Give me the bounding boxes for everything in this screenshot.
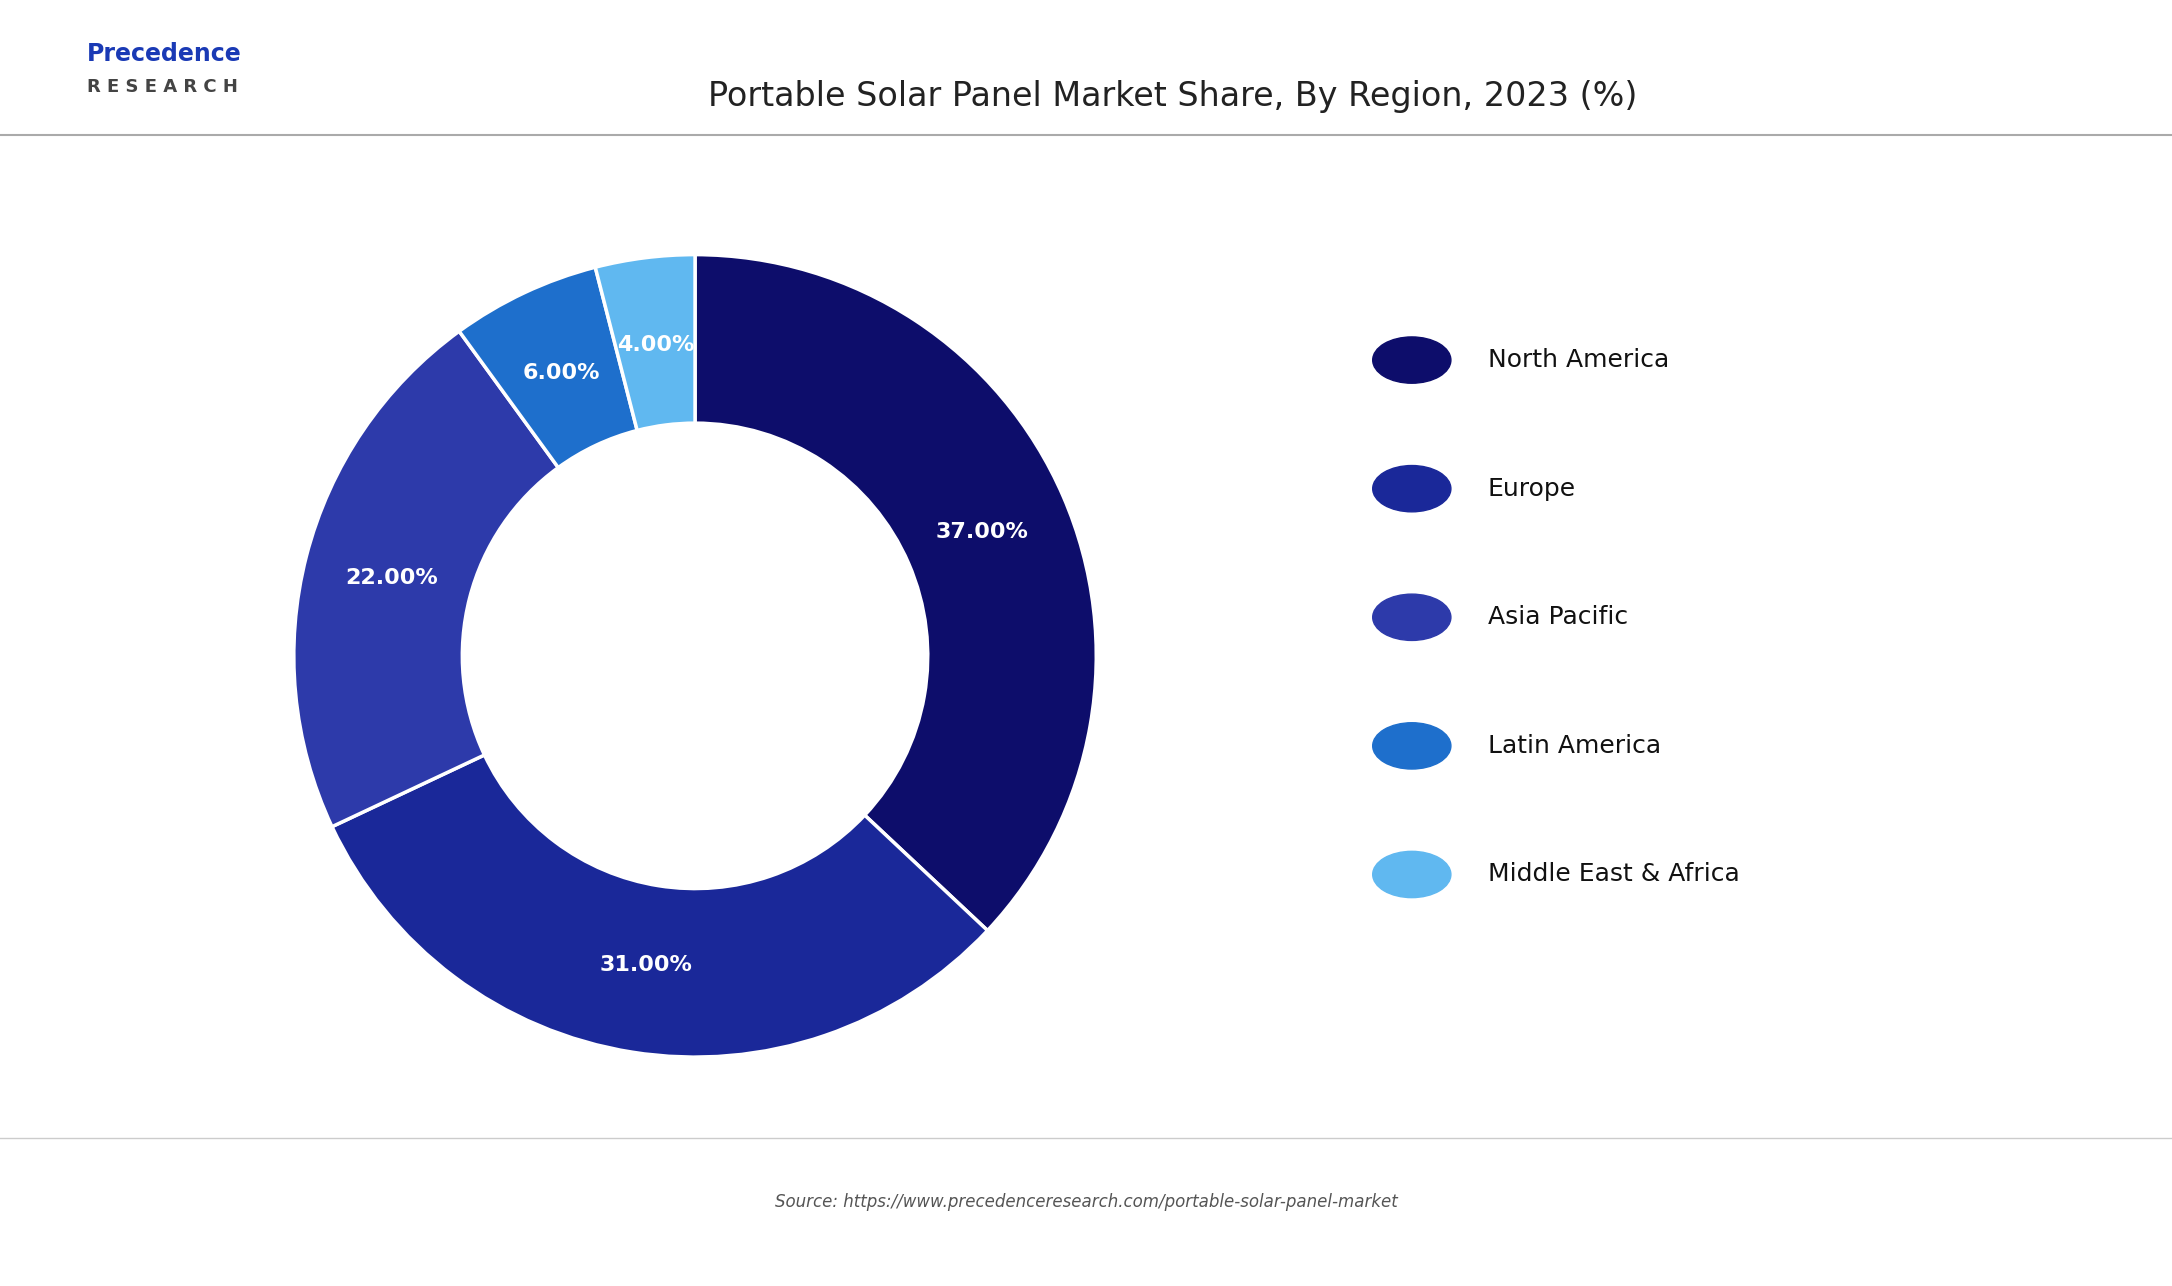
Wedge shape [458, 267, 636, 468]
Wedge shape [695, 255, 1097, 931]
Text: Precedence: Precedence [87, 42, 241, 66]
Wedge shape [595, 255, 695, 431]
Text: Asia Pacific: Asia Pacific [1488, 606, 1629, 629]
Text: Portable Solar Panel Market Share, By Region, 2023 (%): Portable Solar Panel Market Share, By Re… [708, 80, 1638, 113]
Text: Latin America: Latin America [1488, 734, 1662, 757]
Text: 37.00%: 37.00% [936, 522, 1030, 541]
Text: North America: North America [1488, 349, 1668, 372]
Text: 4.00%: 4.00% [617, 336, 695, 355]
Wedge shape [293, 332, 558, 827]
Text: 6.00%: 6.00% [523, 363, 599, 383]
Wedge shape [332, 755, 988, 1057]
Text: Middle East & Africa: Middle East & Africa [1488, 863, 1740, 886]
Text: R E S E A R C H: R E S E A R C H [87, 78, 237, 96]
Text: Europe: Europe [1488, 477, 1577, 500]
Text: 22.00%: 22.00% [345, 568, 439, 588]
Text: 31.00%: 31.00% [599, 955, 693, 975]
Text: Source: https://www.precedenceresearch.com/portable-solar-panel-market: Source: https://www.precedenceresearch.c… [775, 1193, 1397, 1211]
